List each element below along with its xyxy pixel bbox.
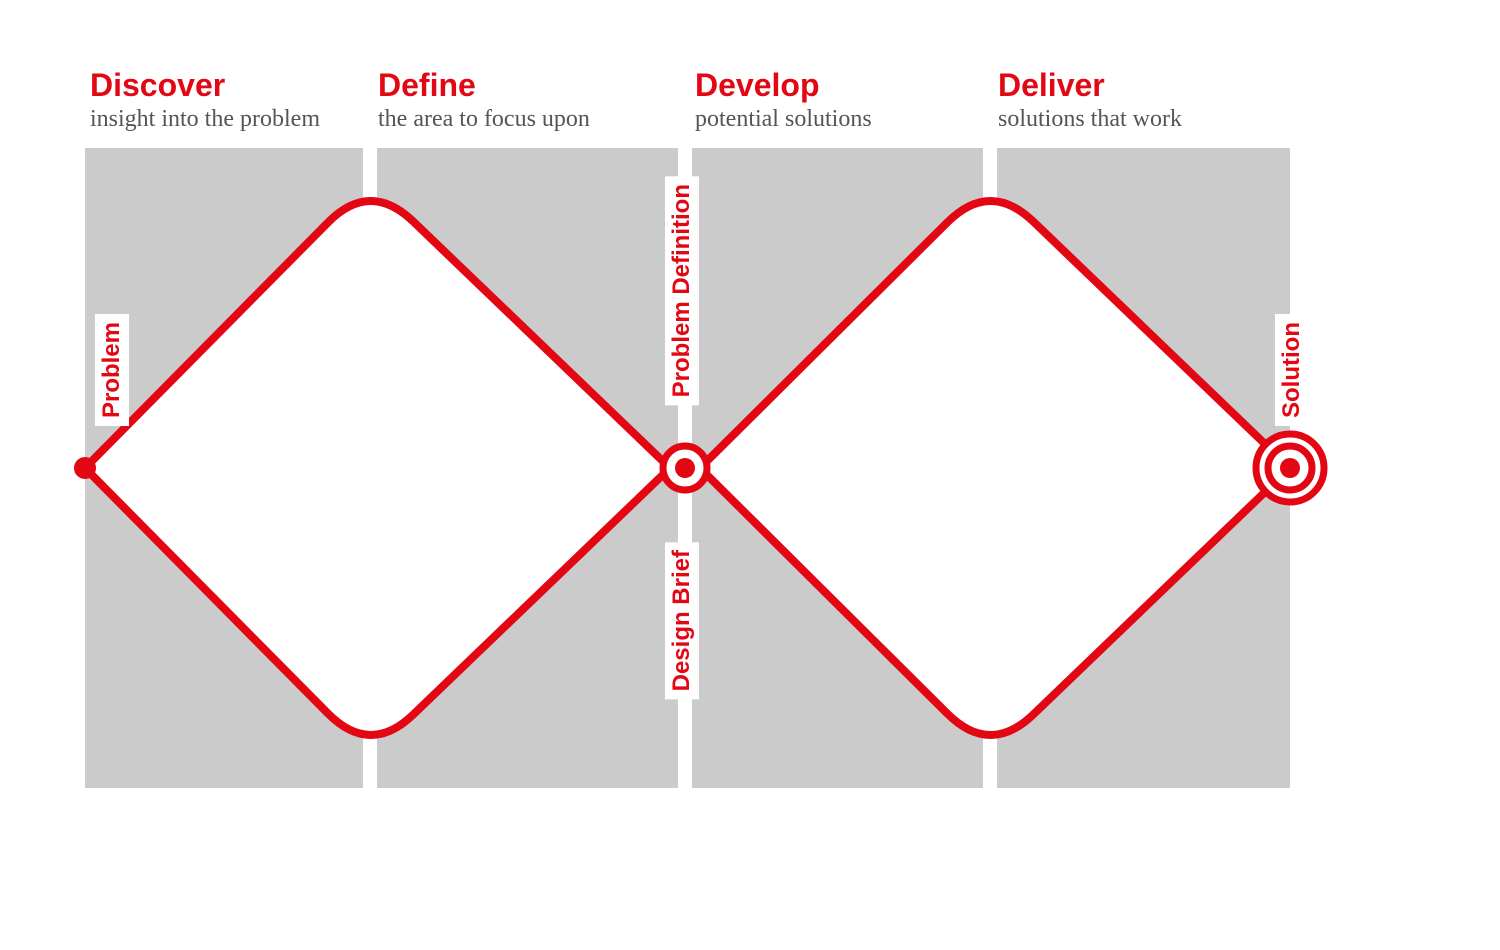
phase-header-develop: Develop potential solutions: [695, 68, 872, 134]
phase-header-define: Define the area to focus upon: [378, 68, 590, 134]
phase-subtitle: potential solutions: [695, 105, 872, 134]
label-solution: Solution: [1275, 314, 1309, 426]
label-problem-definition: Problem Definition: [665, 176, 699, 405]
phase-subtitle: insight into the problem: [90, 105, 320, 134]
phase-title: Develop: [695, 68, 872, 103]
diagram-svg: [0, 0, 1500, 950]
phase-header-deliver: Deliver solutions that work: [998, 68, 1182, 134]
double-diamond-diagram: Discover insight into the problem Define…: [0, 0, 1500, 950]
label-design-brief: Design Brief: [665, 542, 699, 699]
phase-title: Deliver: [998, 68, 1182, 103]
phase-subtitle: the area to focus upon: [378, 105, 590, 134]
phase-subtitle: solutions that work: [998, 105, 1182, 134]
label-problem: Problem: [95, 314, 129, 426]
phase-header-discover: Discover insight into the problem: [90, 68, 320, 134]
phase-title: Define: [378, 68, 590, 103]
phase-title: Discover: [90, 68, 320, 103]
